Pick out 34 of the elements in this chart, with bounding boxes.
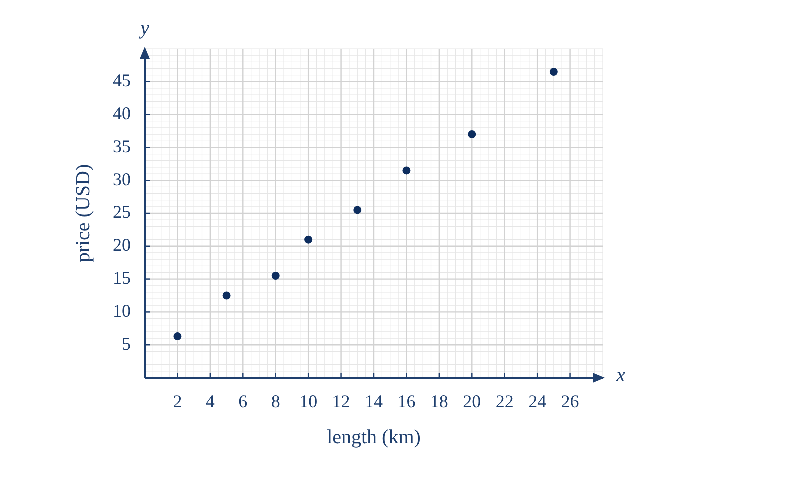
y-tick-label: 15 (113, 268, 131, 288)
y-tick-label: 45 (113, 70, 131, 91)
x-tick-label: 20 (463, 392, 482, 412)
point (304, 236, 313, 244)
point (272, 272, 280, 280)
x-tick-label: 24 (528, 392, 547, 412)
x-tick-label: 4 (206, 392, 215, 412)
x-tick-label: 16 (398, 392, 416, 412)
x-tick-label: 6 (238, 392, 248, 412)
x-axis-title: length (km) (327, 426, 421, 448)
point (550, 68, 558, 76)
y-tick-label: 10 (113, 300, 131, 321)
point (354, 206, 362, 214)
point (402, 166, 411, 175)
x-tick-label: 12 (332, 392, 350, 412)
point (222, 292, 231, 300)
x-tick-label: 2 (173, 392, 182, 412)
x-tick-label: 8 (271, 392, 280, 412)
x-tick-label: 26 (561, 392, 580, 412)
y-axis-title: price (USD) (72, 164, 94, 263)
x-tick-label: 10 (300, 392, 318, 412)
x-tick-label: 14 (365, 392, 383, 412)
text: x (616, 364, 626, 386)
point (174, 332, 182, 341)
point (468, 130, 476, 139)
y-tick-label: 25 (113, 202, 131, 222)
y-tick-label: 35 (113, 136, 131, 156)
x-tick-label: 22 (496, 392, 514, 412)
text: y (138, 17, 150, 40)
y-tick-label: 5 (122, 334, 131, 354)
y-tick-label: 40 (113, 104, 131, 124)
x-tick-label: 18 (430, 392, 448, 412)
y-tick-label: 30 (113, 169, 131, 190)
y-tick-label: 20 (113, 235, 131, 256)
